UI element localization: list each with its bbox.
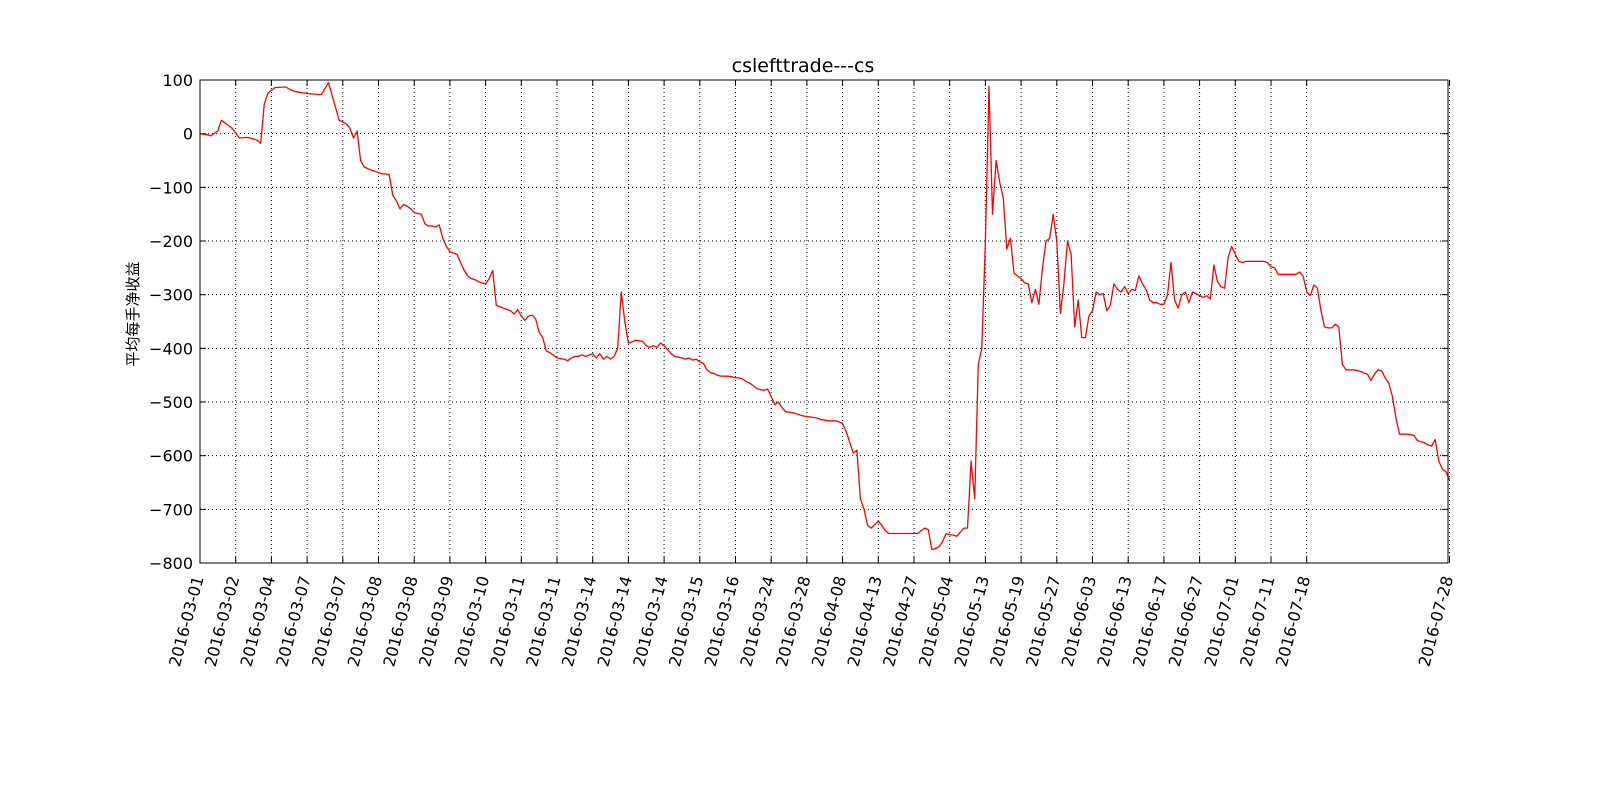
y-tick-label: −400 [149,339,193,358]
x-tick-label: 2016-03-14 [594,574,636,669]
x-tick-label: 2016-04-08 [808,574,850,669]
x-tick-label: 2016-03-11 [486,574,528,669]
x-tick-label: 2016-03-07 [272,574,314,669]
y-axis-label: 平均每手净收益 [124,261,142,366]
y-tick-label: −300 [149,286,193,305]
x-tick-label: 2016-05-04 [915,574,957,669]
x-tick-label: 2016-04-13 [843,574,885,669]
x-tick-label: 2016-03-07 [308,574,350,669]
x-tick-label: 2016-05-19 [986,574,1028,669]
x-tick-label: 2016-03-16 [701,574,743,669]
y-tick-label: −600 [149,447,193,466]
x-tick-label: 2016-05-13 [951,574,993,669]
x-tick-label: 2016-03-10 [451,574,493,669]
y-tick-label: 0 [183,125,193,144]
x-tick-label: 2016-06-17 [1129,574,1171,669]
x-tick-label: 2016-03-11 [522,574,564,669]
y-tick-label: −100 [149,178,193,197]
y-tick-label: −700 [149,500,193,519]
x-tick-label: 2016-03-02 [201,574,243,669]
grid-lines [199,80,1450,563]
x-axis-ticks: 2016-03-012016-03-022016-03-042016-03-07… [165,80,1457,669]
x-tick-label: 2016-03-09 [415,574,457,669]
series-line [199,82,1451,551]
x-tick-label: 2016-03-04 [237,574,279,669]
x-tick-label: 2016-03-15 [665,574,707,669]
y-tick-label: −500 [149,393,193,412]
plot-area-frame [199,79,1449,564]
x-tick-label: 2016-03-08 [379,574,421,669]
x-tick-label: 2016-07-11 [1236,574,1278,669]
x-tick-label: 2016-03-14 [558,574,600,669]
x-tick-label: 2016-06-13 [1093,574,1135,669]
y-tick-label: −800 [149,554,193,573]
x-tick-label: 2016-06-27 [1165,574,1207,669]
y-axis-ticks: 100 0 −100 −200 −300 −400 −500 −600 −700 −800 [149,71,1448,573]
x-tick-label: 2016-07-28 [1415,574,1457,669]
x-tick-label: 2016-03-28 [772,574,814,669]
x-tick-label: 2016-03-14 [629,574,671,669]
chart-title: cslefttrade---cs [732,55,875,77]
x-tick-label: 2016-07-01 [1200,574,1242,669]
y-tick-label: 100 [162,71,193,90]
y-tick-label: −200 [149,232,193,251]
x-tick-label: 2016-07-18 [1272,574,1314,669]
x-tick-label: 2016-03-01 [165,574,207,669]
x-tick-label: 2016-05-27 [1022,574,1064,669]
x-tick-label: 2016-03-08 [344,574,386,669]
x-tick-label: 2016-06-03 [1058,574,1100,669]
x-tick-label: 2016-03-24 [736,574,778,669]
series-lines [199,82,1451,551]
x-tick-label: 2016-04-27 [879,574,921,669]
